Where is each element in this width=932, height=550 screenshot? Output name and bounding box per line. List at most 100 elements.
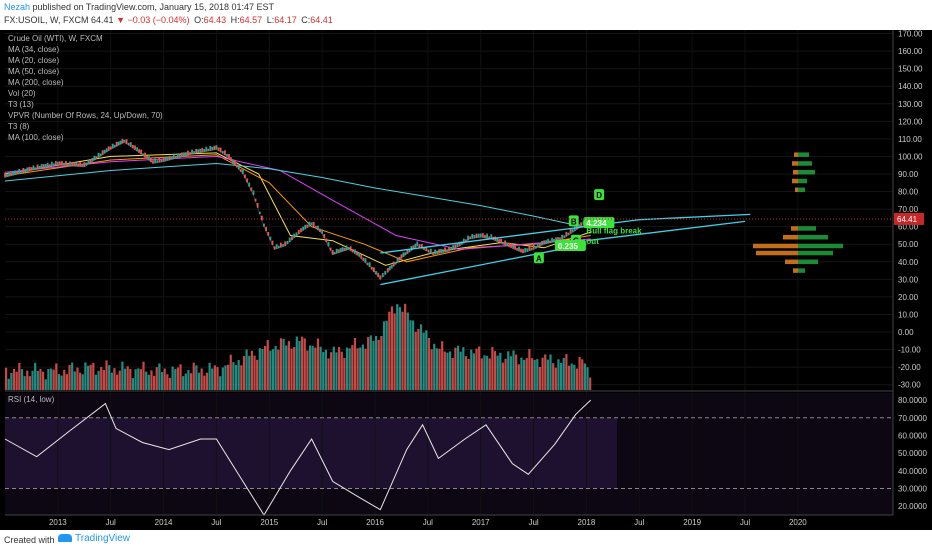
volume-bar bbox=[335, 352, 338, 390]
candle bbox=[418, 244, 421, 248]
candle bbox=[406, 248, 409, 254]
legend-vol[interactable]: Vol (20) bbox=[8, 89, 36, 98]
trendlines[interactable] bbox=[380, 213, 751, 286]
volume-bar bbox=[338, 347, 341, 390]
candle bbox=[508, 242, 511, 247]
legend-ma100[interactable]: MA (100, close) bbox=[8, 133, 64, 142]
annotation-text: Bull flag break bbox=[586, 227, 642, 236]
volume-bar bbox=[332, 346, 335, 390]
candle bbox=[32, 165, 35, 171]
rsi-tick-label: 60.0000 bbox=[898, 431, 927, 440]
volume-bar bbox=[271, 349, 275, 390]
legend-ma200[interactable]: MA (200, close) bbox=[8, 78, 64, 87]
candle bbox=[325, 238, 328, 243]
symbol-label[interactable]: FX:USOIL, W, FXCM bbox=[4, 15, 89, 25]
vpvr-down-bar bbox=[794, 152, 798, 157]
price-tick-label: 90.00 bbox=[898, 170, 919, 179]
candle bbox=[71, 162, 73, 167]
volume-bar bbox=[538, 366, 542, 390]
candle bbox=[462, 238, 465, 244]
candle bbox=[375, 270, 377, 275]
candle bbox=[327, 241, 330, 247]
candle bbox=[267, 232, 270, 236]
volume-bar bbox=[359, 347, 362, 390]
candle bbox=[158, 157, 161, 163]
candle bbox=[522, 249, 524, 254]
volume-bar bbox=[419, 324, 423, 390]
volume-bar bbox=[256, 359, 259, 390]
candle bbox=[162, 157, 165, 162]
candle bbox=[484, 234, 486, 238]
volume-bar bbox=[536, 359, 539, 390]
candle bbox=[20, 170, 23, 174]
candle bbox=[364, 258, 367, 263]
candle bbox=[297, 229, 300, 234]
candle bbox=[209, 146, 212, 151]
volume-bar bbox=[375, 335, 378, 390]
volume-bar bbox=[26, 370, 29, 390]
volume-bar bbox=[282, 338, 285, 390]
volume-bar bbox=[560, 362, 563, 390]
candle bbox=[471, 234, 474, 239]
volume-bar bbox=[311, 345, 314, 390]
annotation-value-label: 4.234 bbox=[586, 219, 607, 228]
candle bbox=[543, 240, 546, 245]
volume-bar bbox=[583, 363, 586, 390]
volume-bar bbox=[203, 375, 206, 390]
volume-bar bbox=[345, 347, 349, 390]
price-tick-label: 170.00 bbox=[898, 30, 923, 39]
low-label: L: bbox=[266, 15, 275, 25]
volume-bar bbox=[57, 374, 61, 390]
volume-bar bbox=[504, 358, 507, 390]
candle bbox=[432, 252, 435, 255]
legend-ma50[interactable]: MA (50, close) bbox=[8, 67, 60, 76]
volume-bar bbox=[184, 373, 187, 390]
time-tick-label: 2020 bbox=[789, 518, 807, 527]
volume-bar bbox=[269, 350, 272, 390]
candle bbox=[343, 247, 346, 251]
candle bbox=[172, 154, 175, 160]
legend-ma20[interactable]: MA (20, close) bbox=[8, 56, 60, 65]
candle bbox=[541, 241, 543, 246]
time-tick-label: 2016 bbox=[366, 518, 384, 527]
candle bbox=[410, 246, 413, 251]
volume-bar bbox=[176, 367, 179, 390]
volume-bar bbox=[353, 338, 357, 390]
volume-bar bbox=[71, 362, 74, 390]
candle bbox=[24, 168, 27, 173]
candle bbox=[526, 248, 529, 252]
legend-symbol[interactable]: Crude Oil (WTI), W, FXCM bbox=[8, 34, 103, 43]
candle bbox=[168, 155, 171, 161]
legend-vpvr[interactable]: VPVR (Number Of Rows, 24, Up/Down, 70) bbox=[8, 111, 163, 120]
candle bbox=[386, 268, 389, 273]
tradingview-logo[interactable]: TradingView bbox=[58, 533, 130, 544]
author-link[interactable]: Nezah bbox=[4, 2, 31, 12]
candle bbox=[164, 157, 167, 162]
candle bbox=[203, 148, 206, 152]
legend-t3-13[interactable]: T3 (13) bbox=[8, 100, 34, 109]
price-tick-label: -20.00 bbox=[898, 363, 921, 372]
volume-bar bbox=[168, 377, 172, 390]
volume-bar bbox=[232, 362, 235, 390]
candle bbox=[46, 162, 49, 168]
candle bbox=[85, 162, 88, 166]
volume-bar bbox=[200, 368, 203, 390]
candle bbox=[571, 229, 574, 233]
candle bbox=[561, 234, 564, 240]
candle bbox=[458, 241, 461, 246]
candle bbox=[221, 151, 224, 154]
candle bbox=[58, 161, 61, 166]
last-price-badge bbox=[894, 212, 924, 225]
rsi-title[interactable]: RSI (14, low) bbox=[8, 395, 55, 404]
candle bbox=[132, 144, 134, 149]
legend-t3-8[interactable]: T3 (8) bbox=[8, 122, 30, 131]
candle bbox=[329, 247, 332, 251]
candle bbox=[119, 140, 122, 145]
volume-bar bbox=[205, 372, 209, 390]
legend-ma34[interactable]: MA (34, close) bbox=[8, 45, 60, 54]
volume-bar bbox=[36, 370, 39, 390]
volume-bar bbox=[73, 371, 76, 390]
candle bbox=[286, 240, 289, 244]
